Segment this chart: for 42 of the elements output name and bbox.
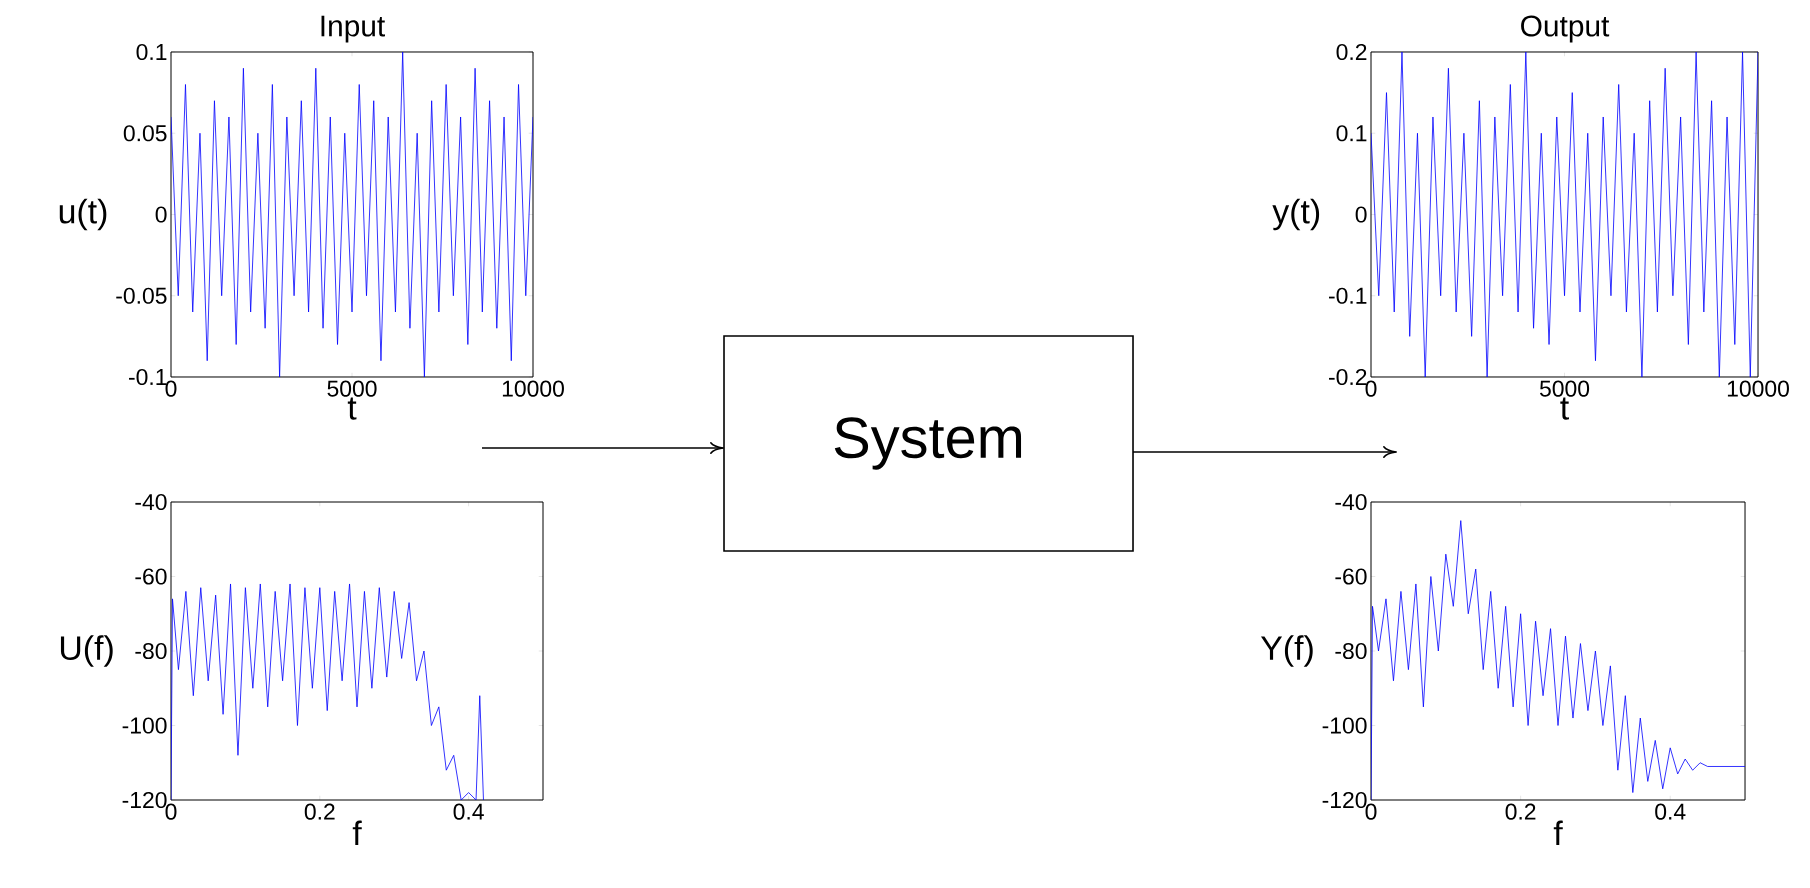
y-tick-label: -100 (1322, 717, 1367, 734)
y-tick-label: -60 (1335, 568, 1367, 585)
y-axis-title: Y(f) (1260, 635, 1313, 667)
y-tick-label: -40 (135, 493, 167, 511)
y-tick-label: 0 (1355, 206, 1367, 223)
y-tick-label: -0.1 (1329, 287, 1367, 304)
y-tick-label: -80 (135, 642, 167, 660)
y-tick-label: -0.2 (1329, 368, 1367, 386)
y-tick-label: 0 (155, 206, 167, 223)
y-axis-title: u(t) (59, 198, 107, 231)
y-tick-label: -100 (122, 717, 167, 734)
text: System (834, 417, 1022, 470)
y-tick-label: -120 (1322, 791, 1367, 809)
y-tick-label: 0.1 (1336, 125, 1367, 142)
x-tick-label: 10000 (1727, 380, 1789, 397)
x-axis-title: t (347, 397, 357, 420)
line-series (171, 51, 533, 377)
chart-title: Output (1521, 15, 1610, 43)
y-tick-label: -40 (1335, 493, 1367, 511)
x-tick-label: 10000 (502, 380, 564, 397)
x-axis-title: f (352, 820, 362, 846)
y-tick-label: 0.05 (123, 125, 167, 142)
x-tick-label: 0.4 (453, 803, 484, 820)
x-tick-label: 5000 (1539, 380, 1590, 397)
x-axis-title: f (1553, 820, 1563, 846)
x-tick-label: 0.2 (1505, 803, 1536, 820)
y-tick-label: 0.1 (136, 43, 167, 61)
y-axis-title: y(t) (1272, 198, 1320, 231)
chart-title: Input (321, 15, 386, 43)
y-tick-label: -80 (1335, 642, 1367, 660)
line-series (1371, 51, 1759, 377)
x-tick-label: 0.2 (304, 803, 335, 820)
x-axis-title: t (1560, 397, 1569, 420)
y-tick-label: -0.1 (129, 368, 167, 386)
y-tick-label: -60 (135, 568, 167, 585)
y-tick-label: -0.05 (116, 287, 167, 304)
y-axis-title: U(f) (60, 635, 113, 667)
x-tick-label: 0.4 (1655, 803, 1686, 820)
y-tick-label: 0.2 (1336, 43, 1367, 61)
x-tick-label: 5000 (327, 380, 377, 397)
line-series (171, 583, 484, 800)
y-tick-label: -120 (122, 791, 167, 809)
